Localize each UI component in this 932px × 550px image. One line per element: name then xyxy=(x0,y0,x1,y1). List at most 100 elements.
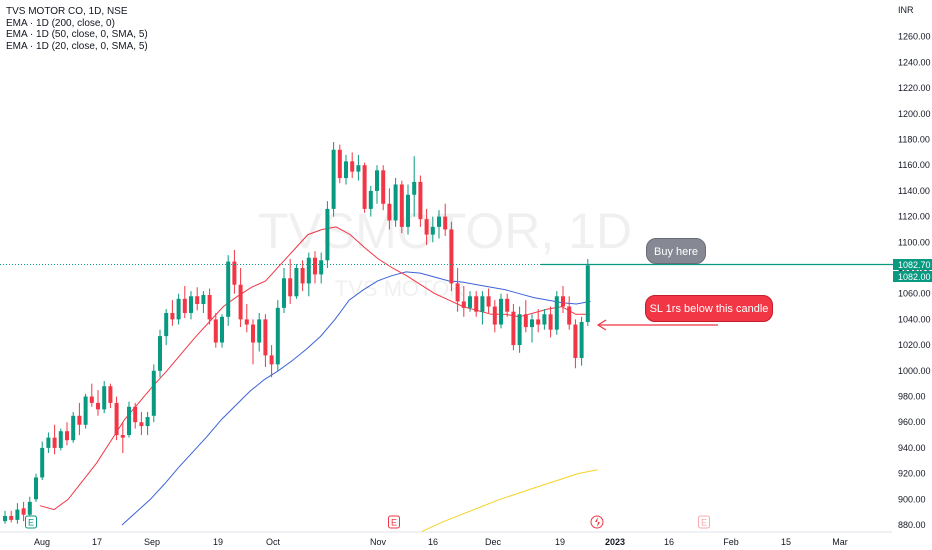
candle[interactable] xyxy=(40,441,45,481)
candle[interactable] xyxy=(449,221,454,292)
candle[interactable] xyxy=(375,165,379,204)
candle[interactable] xyxy=(15,503,20,524)
candle[interactable] xyxy=(585,259,590,326)
candle[interactable] xyxy=(3,510,7,524)
candle[interactable] xyxy=(523,300,528,333)
candle[interactable] xyxy=(71,411,76,443)
candle[interactable] xyxy=(244,303,249,333)
buy-here-note[interactable]: Buy here xyxy=(646,238,706,264)
candle[interactable] xyxy=(182,285,187,319)
candle[interactable] xyxy=(362,162,367,213)
candle[interactable] xyxy=(455,268,460,312)
price-axis[interactable]: INR 880.00 900.00 920.00 940.00 960.00 980.00… xyxy=(898,5,931,530)
candle[interactable] xyxy=(269,345,274,378)
candle[interactable] xyxy=(461,285,466,317)
candle[interactable] xyxy=(164,309,169,346)
candle[interactable] xyxy=(468,291,472,312)
candle[interactable] xyxy=(499,293,503,329)
candle[interactable] xyxy=(65,422,69,446)
candle[interactable] xyxy=(350,152,355,179)
candle[interactable] xyxy=(294,264,299,299)
candle[interactable] xyxy=(232,250,237,294)
candle[interactable] xyxy=(573,319,578,369)
candle[interactable] xyxy=(77,402,82,436)
candle[interactable] xyxy=(158,329,162,378)
candle[interactable] xyxy=(189,291,193,320)
candle[interactable] xyxy=(83,393,88,429)
candle[interactable] xyxy=(412,156,417,217)
candle[interactable] xyxy=(220,314,224,348)
candle[interactable] xyxy=(176,293,181,325)
candle[interactable] xyxy=(306,252,311,297)
candle[interactable] xyxy=(139,411,144,436)
candle[interactable] xyxy=(275,300,280,371)
candle[interactable] xyxy=(120,422,125,454)
candle[interactable] xyxy=(102,381,107,414)
candle[interactable] xyxy=(52,424,57,455)
candle[interactable] xyxy=(213,312,218,348)
candle[interactable] xyxy=(430,216,435,243)
candle[interactable] xyxy=(207,288,212,325)
candle[interactable] xyxy=(331,142,336,217)
candle[interactable] xyxy=(89,383,94,407)
candle[interactable] xyxy=(554,291,559,335)
candle[interactable] xyxy=(344,154,348,185)
candle[interactable] xyxy=(34,473,38,502)
candle[interactable] xyxy=(9,510,14,523)
candle[interactable] xyxy=(151,364,156,423)
candle[interactable] xyxy=(561,285,565,313)
candle[interactable] xyxy=(492,300,497,333)
candle[interactable] xyxy=(96,390,100,416)
candle[interactable] xyxy=(238,268,243,328)
symbol-title[interactable]: TVS MOTOR CO, 1D, NSE xyxy=(6,6,128,17)
candle[interactable] xyxy=(567,296,572,330)
candle[interactable] xyxy=(195,287,200,311)
candle[interactable] xyxy=(127,401,131,438)
candle[interactable] xyxy=(381,165,386,211)
candle[interactable] xyxy=(517,306,522,353)
candle[interactable] xyxy=(251,319,255,365)
candle[interactable] xyxy=(579,316,584,366)
candle[interactable] xyxy=(46,432,51,454)
candle[interactable] xyxy=(337,144,342,184)
candle[interactable] xyxy=(424,208,429,245)
candle[interactable] xyxy=(406,184,410,235)
candle[interactable] xyxy=(300,260,305,292)
candle[interactable] xyxy=(201,291,206,313)
time-axis[interactable]: Aug 17 Sep 19 Oct Nov 16 Dec 19 2023 16 Feb 15 Mar xyxy=(0,531,892,547)
ema50-legend[interactable]: EMA · 1D (50, close, 0, SMA, 5) xyxy=(6,29,148,40)
candle[interactable] xyxy=(474,291,479,317)
candle[interactable] xyxy=(548,306,553,338)
candle[interactable] xyxy=(145,411,150,436)
candle[interactable] xyxy=(226,255,231,326)
candle[interactable] xyxy=(530,314,534,343)
candle[interactable] xyxy=(542,309,547,330)
candle[interactable] xyxy=(486,288,491,313)
candle[interactable] xyxy=(356,154,361,181)
candle[interactable] xyxy=(58,428,63,451)
candle[interactable] xyxy=(418,175,423,227)
candles[interactable] xyxy=(3,142,590,525)
candle[interactable] xyxy=(437,210,441,239)
candle[interactable] xyxy=(368,185,373,217)
candle[interactable] xyxy=(257,312,262,352)
candle[interactable] xyxy=(313,251,317,284)
candle[interactable] xyxy=(133,402,138,429)
candle[interactable] xyxy=(21,501,26,522)
candle[interactable] xyxy=(263,314,268,367)
earnings-marker-icon[interactable]: E xyxy=(25,515,37,529)
candle[interactable] xyxy=(443,203,448,236)
candle[interactable] xyxy=(108,383,113,409)
candle[interactable] xyxy=(114,396,119,441)
ema200-legend[interactable]: EMA · 1D (200, close, 0) xyxy=(6,17,115,29)
earnings-marker-icon[interactable]: E xyxy=(698,515,710,529)
candle[interactable] xyxy=(480,291,485,325)
candle[interactable] xyxy=(393,178,398,227)
candle[interactable] xyxy=(288,259,293,304)
earnings-marker-icon[interactable]: E xyxy=(388,515,400,529)
ema20-legend[interactable]: EMA · 1D (20, close, 0, SMA, 5) xyxy=(6,40,148,52)
stop-loss-note[interactable]: SL 1rs below this candle xyxy=(645,295,773,322)
dividend-marker-icon[interactable] xyxy=(590,515,604,529)
candle[interactable] xyxy=(170,300,175,326)
